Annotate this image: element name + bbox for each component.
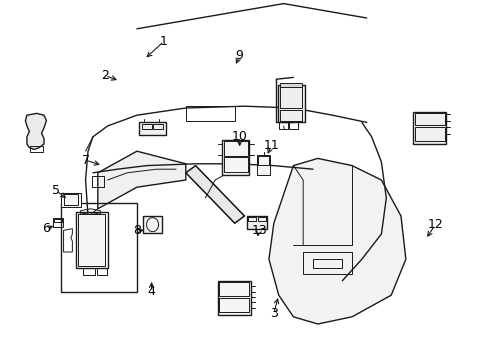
Bar xyxy=(279,86,301,108)
Bar xyxy=(78,214,105,266)
Polygon shape xyxy=(268,158,405,324)
Bar xyxy=(61,203,137,292)
Bar xyxy=(63,194,78,205)
Bar xyxy=(312,259,342,268)
Bar xyxy=(224,157,247,172)
Bar xyxy=(217,281,250,315)
Bar xyxy=(185,106,234,121)
Bar xyxy=(224,141,247,156)
Text: 9: 9 xyxy=(235,49,243,62)
Text: 12: 12 xyxy=(427,219,442,231)
Text: 13: 13 xyxy=(251,224,266,237)
Bar xyxy=(53,218,62,227)
Bar xyxy=(278,122,287,129)
Text: 10: 10 xyxy=(231,130,247,143)
Bar xyxy=(289,122,298,129)
Text: 5: 5 xyxy=(52,184,60,197)
Text: 1: 1 xyxy=(160,35,167,48)
Bar xyxy=(248,217,256,221)
Bar xyxy=(257,217,265,221)
Bar xyxy=(142,216,162,233)
Bar xyxy=(61,193,81,207)
Bar xyxy=(153,124,163,129)
Bar xyxy=(279,110,301,121)
Polygon shape xyxy=(98,151,185,209)
Bar xyxy=(76,212,107,268)
Bar xyxy=(97,268,106,275)
Bar xyxy=(246,216,266,229)
Text: 8: 8 xyxy=(133,224,141,237)
Text: 2: 2 xyxy=(101,69,109,82)
Bar xyxy=(257,156,269,165)
Bar xyxy=(414,113,444,125)
Text: 7: 7 xyxy=(81,154,89,167)
Text: 6: 6 xyxy=(42,222,50,235)
Bar xyxy=(219,282,249,296)
Bar xyxy=(277,85,304,122)
Bar xyxy=(256,155,270,175)
Bar xyxy=(83,268,95,275)
Bar xyxy=(303,252,351,274)
Text: 4: 4 xyxy=(147,285,155,298)
Bar xyxy=(279,83,301,87)
Bar xyxy=(30,146,42,152)
Bar xyxy=(412,112,446,144)
Bar xyxy=(142,124,151,129)
Bar xyxy=(414,127,444,141)
Polygon shape xyxy=(25,113,46,149)
Bar xyxy=(54,219,61,222)
Bar xyxy=(219,298,249,312)
Text: 11: 11 xyxy=(263,139,279,152)
Polygon shape xyxy=(185,166,244,223)
Bar xyxy=(139,122,166,135)
Text: 3: 3 xyxy=(269,307,277,320)
Bar xyxy=(222,140,249,175)
Bar xyxy=(92,176,104,187)
